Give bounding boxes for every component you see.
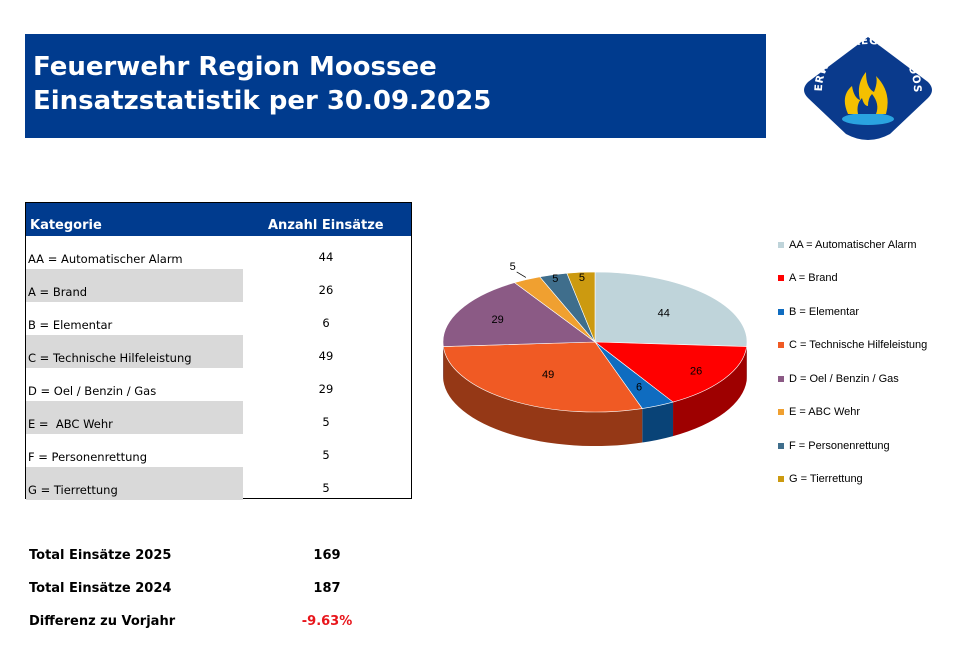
title-banner: Feuerwehr Region Moossee Einsatzstatisti… [25,34,766,138]
table-row: AA = Automatischer Alarm 44 [26,236,411,269]
table-row: A = Brand 26 [26,269,411,302]
row-value: 5 [322,448,330,462]
table-header: Kategorie Anzahl Einsätze [26,203,411,236]
legend-swatch [778,275,784,281]
pie-slice-0 [594,271,748,347]
legend-label: A = Brand [789,272,838,284]
row-value: 5 [322,481,330,495]
total-label: Total Einsätze 2025 [29,548,172,563]
total-2025-row: Total Einsätze 2025 169 [29,548,409,568]
legend-label: AA = Automatischer Alarm [789,239,917,251]
row-label: G = Tierrettung [28,483,118,497]
header-kategorie: Kategorie [30,218,102,233]
flame-badge-icon: FEUERWEHR REGION MOOSSEE [800,34,932,140]
header-anzahl: Anzahl Einsätze [268,218,384,233]
row-label: D = Oel / Benzin / Gas [28,384,157,398]
total-2024-row: Total Einsätze 2024 187 [29,581,409,601]
page-title: Feuerwehr Region Moossee [33,52,437,82]
legend-swatch [778,376,784,382]
row-label: AA = Automatischer Alarm [28,252,183,266]
legend-swatch [778,443,784,449]
pie-leader-line [516,271,527,278]
total-value: 169 [313,548,341,563]
difference-value: -9.63% [301,614,353,629]
difference-row: Differenz zu Vorjahr -9.63% [29,614,409,634]
pie-data-label: 29 [492,314,504,326]
legend-label: F = Personenrettung [789,440,890,452]
pie-slice-7 [566,271,596,343]
legend-swatch [778,476,784,482]
row-label: A = Brand [28,285,88,299]
row-value: 44 [318,250,334,264]
table-row: E = ABC Wehr 5 [26,401,411,434]
table-row: C = Technische Hilfeleistung 49 [26,335,411,368]
legend-label: G = Tierrettung [789,473,863,485]
row-label: E = ABC Wehr [28,417,113,431]
row-label: C = Technische Hilfeleistung [28,351,192,365]
pie-side-2 [642,402,674,443]
row-value: 49 [318,349,334,363]
pie-data-label: 5 [552,273,558,285]
page-subtitle: Einsatzstatistik per 30.09.2025 [33,86,492,116]
row-label: B = Elementar [28,318,113,332]
pie-data-label: 6 [636,382,642,394]
row-value: 29 [318,382,334,396]
legend-swatch [778,409,784,415]
pie-side-1 [673,346,747,437]
total-value: 187 [313,581,341,596]
legend-swatch [778,342,784,348]
row-value: 6 [322,316,330,330]
pie-chart: 44 26 6 49 29 5 5 5 [442,261,748,446]
statistics-table: Kategorie Anzahl Einsätze AA = Automatis… [25,202,412,500]
legend-swatch [778,242,784,248]
pie-data-label: 5 [579,272,585,284]
pie-slice-1 [594,341,748,403]
legend-label: B = Elementar [789,306,860,318]
pie-data-label: 5 [510,261,516,273]
pie-data-label: 44 [658,307,670,319]
table-row: F = Personenrettung 5 [26,434,411,467]
pie-slice-4 [442,282,596,347]
legend-swatch [778,309,784,315]
legend-label: E = ABC Wehr [789,406,861,418]
difference-label: Differenz zu Vorjahr [29,614,176,629]
pie-data-label: 49 [542,369,554,381]
legend-label: C = Technische Hilfeleistung [789,339,928,351]
table-row: D = Oel / Benzin / Gas 29 [26,368,411,401]
legend-label: D = Oel / Benzin / Gas [789,373,899,385]
row-label: F = Personenrettung [28,450,148,464]
pie-slice-3 [442,341,643,413]
pie-data-label: 26 [690,365,702,377]
row-value: 5 [322,415,330,429]
table-row: B = Elementar 6 [26,302,411,335]
pie-side-3 [443,346,643,446]
row-value: 26 [318,283,334,297]
total-label: Total Einsätze 2024 [29,581,172,596]
table-row: G = Tierrettung 5 [26,467,411,500]
